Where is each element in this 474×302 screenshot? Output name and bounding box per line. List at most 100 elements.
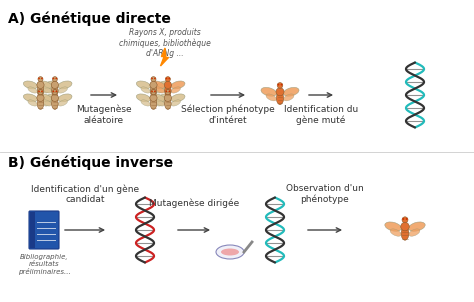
Ellipse shape — [261, 87, 277, 96]
Ellipse shape — [151, 94, 165, 102]
Ellipse shape — [171, 87, 181, 93]
Ellipse shape — [37, 85, 44, 96]
Circle shape — [165, 91, 167, 92]
Ellipse shape — [37, 98, 44, 109]
FancyBboxPatch shape — [29, 211, 59, 249]
Circle shape — [151, 78, 153, 79]
Ellipse shape — [137, 81, 150, 89]
Ellipse shape — [58, 87, 67, 93]
Ellipse shape — [42, 100, 52, 106]
Ellipse shape — [385, 222, 401, 231]
Ellipse shape — [165, 90, 170, 95]
Ellipse shape — [141, 100, 150, 106]
Ellipse shape — [276, 88, 284, 96]
Ellipse shape — [44, 94, 57, 102]
Ellipse shape — [157, 100, 166, 106]
Ellipse shape — [38, 90, 43, 95]
Ellipse shape — [28, 87, 37, 93]
Ellipse shape — [52, 77, 57, 82]
Ellipse shape — [137, 94, 150, 102]
Ellipse shape — [38, 77, 43, 82]
Circle shape — [41, 91, 43, 92]
Text: Identification d'un gène
candidat: Identification d'un gène candidat — [31, 184, 139, 204]
Ellipse shape — [402, 217, 408, 223]
Ellipse shape — [155, 87, 164, 93]
Ellipse shape — [164, 98, 171, 109]
Ellipse shape — [44, 81, 57, 89]
Ellipse shape — [44, 87, 53, 93]
Circle shape — [168, 78, 170, 79]
Ellipse shape — [150, 98, 157, 109]
Ellipse shape — [221, 249, 239, 255]
Text: Mutagenèse
aléatoire: Mutagenèse aléatoire — [76, 105, 132, 125]
Ellipse shape — [51, 81, 58, 88]
Ellipse shape — [151, 90, 156, 95]
Ellipse shape — [151, 77, 156, 82]
Ellipse shape — [58, 100, 67, 106]
Text: Identification du
gène muté: Identification du gène muté — [284, 105, 358, 125]
Ellipse shape — [38, 94, 52, 102]
Ellipse shape — [42, 87, 52, 93]
Text: Mutagenèse dirigée: Mutagenèse dirigée — [149, 198, 239, 208]
Ellipse shape — [52, 90, 57, 95]
Text: Rayons X, produits
chimiques, bibliothèque
d'ARNg ...: Rayons X, produits chimiques, bibliothèq… — [119, 28, 211, 58]
Ellipse shape — [277, 83, 283, 88]
Ellipse shape — [164, 85, 171, 96]
Circle shape — [55, 91, 57, 92]
Ellipse shape — [37, 94, 44, 101]
Ellipse shape — [165, 77, 170, 82]
Ellipse shape — [171, 94, 185, 102]
Ellipse shape — [171, 81, 185, 89]
Ellipse shape — [141, 87, 150, 93]
Ellipse shape — [150, 85, 157, 96]
Circle shape — [151, 91, 153, 92]
Polygon shape — [161, 48, 169, 66]
Text: Bibliographie,
résultats
préliminaires...: Bibliographie, résultats préliminaires..… — [18, 254, 70, 275]
Ellipse shape — [58, 81, 72, 89]
Circle shape — [53, 78, 55, 79]
Text: Observation d'un
phénotype: Observation d'un phénotype — [286, 184, 364, 204]
Circle shape — [277, 84, 279, 85]
Bar — [30, 212, 35, 248]
Ellipse shape — [37, 81, 44, 88]
Ellipse shape — [156, 94, 171, 102]
Ellipse shape — [409, 229, 420, 236]
Ellipse shape — [276, 92, 283, 104]
Circle shape — [406, 218, 408, 220]
Ellipse shape — [23, 94, 37, 102]
Circle shape — [55, 78, 57, 79]
Ellipse shape — [52, 85, 58, 96]
Ellipse shape — [216, 245, 244, 259]
Ellipse shape — [58, 94, 72, 102]
Ellipse shape — [164, 94, 172, 101]
Ellipse shape — [283, 94, 294, 101]
Ellipse shape — [390, 229, 401, 236]
Ellipse shape — [155, 100, 164, 106]
Ellipse shape — [157, 87, 166, 93]
Circle shape — [281, 84, 283, 85]
Text: Sélection phénotype
d'intéret: Sélection phénotype d'intéret — [181, 105, 275, 125]
Circle shape — [38, 78, 40, 79]
Ellipse shape — [38, 81, 52, 89]
Ellipse shape — [171, 100, 181, 106]
Circle shape — [168, 91, 170, 92]
Text: A) Génétique directe: A) Génétique directe — [8, 12, 171, 27]
Circle shape — [154, 91, 156, 92]
Ellipse shape — [266, 94, 276, 101]
Ellipse shape — [409, 222, 425, 231]
Ellipse shape — [401, 226, 409, 240]
Ellipse shape — [51, 94, 58, 101]
Ellipse shape — [283, 87, 299, 96]
Ellipse shape — [52, 98, 58, 109]
Ellipse shape — [401, 222, 409, 231]
Circle shape — [38, 91, 40, 92]
Ellipse shape — [44, 100, 53, 106]
Text: B) Génétique inverse: B) Génétique inverse — [8, 156, 173, 171]
Circle shape — [53, 91, 55, 92]
Ellipse shape — [164, 81, 172, 88]
Ellipse shape — [151, 81, 165, 89]
Circle shape — [165, 78, 167, 79]
Circle shape — [154, 78, 156, 79]
Ellipse shape — [23, 81, 37, 89]
Ellipse shape — [28, 100, 37, 106]
